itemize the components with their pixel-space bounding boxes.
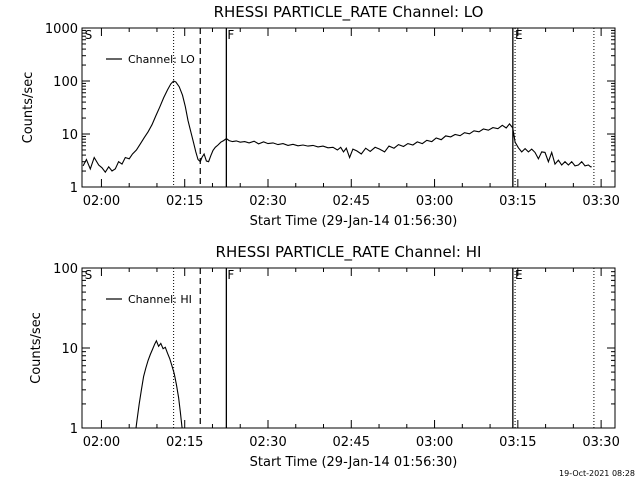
x-tick-label: 03:00	[416, 435, 453, 450]
plot-frame	[81, 27, 616, 188]
x-tick-label: 03:30	[582, 194, 619, 209]
x-tick-label: 02:15	[166, 194, 203, 209]
x-tick-label: 02:45	[333, 435, 370, 450]
legend-label: Channel: LO	[128, 53, 195, 66]
event-marker-label: S	[85, 268, 93, 282]
data-series-line	[135, 339, 183, 428]
x-tick-label: 03:00	[416, 194, 453, 209]
legend-label: Channel: HI	[128, 293, 192, 306]
data-series-line	[82, 80, 592, 174]
y-tick-label: 1	[70, 422, 78, 437]
x-tick-label: 02:15	[166, 435, 203, 450]
y-axis-label: Counts/sec	[21, 72, 36, 144]
y-tick-label: 100	[53, 262, 78, 277]
x-tick-label: 02:30	[249, 435, 286, 450]
y-tick-label: 100	[53, 75, 78, 90]
chart-title: RHESSI PARTICLE_RATE Channel: LO	[214, 3, 484, 22]
timestamp-footer: 19-Oct-2021 08:28	[559, 469, 635, 478]
x-tick-label: 02:00	[83, 194, 120, 209]
x-tick-label: 03:30	[582, 435, 619, 450]
x-axis-label: Start Time (29-Jan-14 01:56:30)	[250, 214, 458, 229]
event-marker-label: F	[227, 28, 234, 42]
x-tick-label: 02:45	[333, 194, 370, 209]
chart-title: RHESSI PARTICLE_RATE Channel: HI	[216, 243, 482, 262]
lo-channel-panel: RHESSI PARTICLE_RATE Channel: LO 02:00 02:…	[21, 3, 620, 229]
x-tick-label: 03:15	[499, 435, 536, 450]
hi-channel-panel: RHESSI PARTICLE_RATE Channel: HI 02:00 02:…	[29, 243, 620, 470]
y-tick-label: 1	[70, 181, 78, 196]
x-tick-label: 02:00	[83, 435, 120, 450]
plot-frame	[81, 267, 616, 429]
x-tick-label: 03:15	[499, 194, 536, 209]
event-marker-label: S	[85, 28, 93, 42]
x-axis-label: Start Time (29-Jan-14 01:56:30)	[250, 455, 458, 470]
x-tick-label: 02:30	[249, 194, 286, 209]
y-tick-label: 1000	[45, 22, 78, 37]
event-marker-label: E	[515, 28, 523, 42]
y-axis-label: Counts/sec	[29, 312, 44, 384]
event-marker-label: F	[227, 268, 234, 282]
event-marker-label: E	[515, 268, 523, 282]
y-tick-label: 10	[61, 342, 78, 357]
y-tick-label: 10	[61, 128, 78, 143]
